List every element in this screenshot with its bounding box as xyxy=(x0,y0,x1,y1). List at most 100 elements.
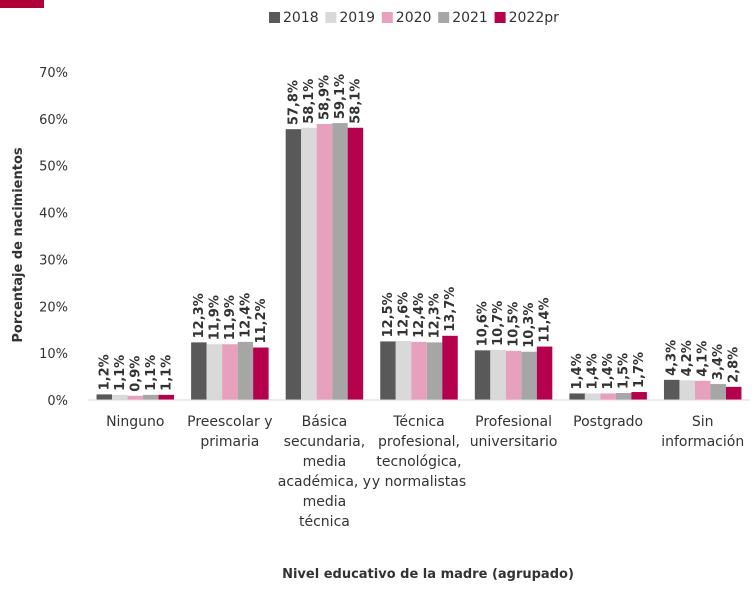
legend-item: 2019 xyxy=(325,10,375,26)
bar-value-label: 13,7% xyxy=(443,287,458,332)
y-tick-label: 40% xyxy=(39,207,68,222)
y-tick-label: 50% xyxy=(39,160,68,175)
bar xyxy=(584,393,601,400)
bar-value-label: 1,1% xyxy=(159,355,174,391)
bar xyxy=(411,341,427,400)
legend-item: 2018 xyxy=(269,10,319,26)
bar xyxy=(127,395,144,400)
bar xyxy=(679,380,695,400)
bar-value-label: 0,9% xyxy=(128,356,143,392)
y-tick-label: 30% xyxy=(39,253,68,268)
bar-value-label: 58,9% xyxy=(317,75,332,120)
bar-value-label: 12,6% xyxy=(397,292,412,337)
bar xyxy=(380,341,396,400)
bar-value-label: 12,3% xyxy=(192,293,207,338)
bar xyxy=(490,349,506,400)
bar-value-label: 2,8% xyxy=(727,347,742,383)
bar-value-label: 1,2% xyxy=(97,354,112,390)
x-tick-label: Básica secundaria, media académica, y media t… xyxy=(278,414,371,530)
bar xyxy=(158,394,175,400)
bar-value-label: 12,5% xyxy=(381,292,396,337)
bar-value-label: 4,1% xyxy=(696,341,711,377)
bar xyxy=(426,342,443,400)
legend-label: 2019 xyxy=(339,10,375,26)
bar xyxy=(710,384,726,400)
bar-value-label: 4,3% xyxy=(665,340,680,376)
corner-accent-bar xyxy=(0,0,44,8)
bar xyxy=(191,342,207,400)
bar xyxy=(301,127,317,400)
y-tick-label: 60% xyxy=(39,113,68,128)
bar xyxy=(285,129,302,400)
bar xyxy=(395,340,412,400)
x-tick-label: Profesional universitario xyxy=(470,414,558,450)
legend-label: 2020 xyxy=(396,10,432,26)
bar xyxy=(112,394,128,400)
bar xyxy=(253,347,269,400)
bar xyxy=(505,350,522,400)
y-tick-label: 70% xyxy=(39,66,68,81)
y-tick-label: 20% xyxy=(39,300,68,315)
bar xyxy=(615,392,632,400)
bar-value-label: 1,4% xyxy=(586,353,601,389)
bar-value-label: 11,4% xyxy=(538,297,553,342)
x-tick-label: Postgrado xyxy=(573,414,643,430)
bar xyxy=(474,350,491,400)
bar xyxy=(663,379,680,400)
bar-value-label: 58,1% xyxy=(302,79,317,124)
legend-item: 2020 xyxy=(381,10,432,26)
legend-item: 2021 xyxy=(438,10,488,26)
bar xyxy=(96,394,113,400)
legend-label: 2018 xyxy=(283,10,319,26)
x-tick-label: Ninguno xyxy=(106,414,164,430)
bar xyxy=(442,335,458,400)
bar xyxy=(332,123,348,401)
legend-swatch xyxy=(325,12,337,23)
bar-value-label: 10,6% xyxy=(476,301,491,346)
legend-swatch xyxy=(494,12,506,23)
legend-swatch xyxy=(381,12,393,23)
bar-value-label: 12,4% xyxy=(238,293,253,338)
x-tick-label: Sin información xyxy=(661,414,744,450)
legend: 2018 2019 2020 2021 2022pr xyxy=(269,10,559,26)
bar-value-label: 1,7% xyxy=(632,352,647,388)
bar xyxy=(521,351,537,400)
y-tick-label: 10% xyxy=(39,347,68,362)
x-tick-label: Técnica profesional, tecnológica, y normali… xyxy=(372,414,466,490)
legend-swatch xyxy=(438,12,450,23)
bar xyxy=(143,394,159,400)
value-labels: 1,2% 1,1% 0,9% 1,1% 1,1%12,3% 11,9% 11,9% 12,4%… xyxy=(97,74,741,392)
bar xyxy=(222,344,238,400)
bar xyxy=(631,392,647,400)
bar-value-label: 4,2% xyxy=(680,340,695,376)
y-tick-label: 0% xyxy=(47,394,68,409)
bar xyxy=(600,393,616,400)
bar-value-label: 59,1% xyxy=(333,74,348,119)
bar xyxy=(694,380,711,400)
bar-value-label: 11,9% xyxy=(223,295,238,340)
bar xyxy=(725,386,742,400)
bar xyxy=(237,341,254,400)
legend-item: 2022pr xyxy=(494,10,559,26)
bar-value-label: 57,8% xyxy=(286,80,301,125)
bar-value-label: 1,4% xyxy=(570,353,585,389)
bar-value-label: 3,4% xyxy=(711,344,726,380)
x-axis-title: Nivel educativo de la madre (agrupado) xyxy=(282,567,574,582)
bar-value-label: 11,9% xyxy=(207,295,222,340)
x-tick-label: Preescolar y primaria xyxy=(187,414,272,450)
bar-value-label: 12,3% xyxy=(428,293,443,338)
bar-value-label: 11,2% xyxy=(254,298,269,343)
legend-label: 2021 xyxy=(452,10,488,26)
bar xyxy=(536,346,553,400)
bar xyxy=(316,124,333,401)
bar-value-label: 10,5% xyxy=(507,302,522,347)
bar-value-label: 12,4% xyxy=(412,293,427,338)
bar xyxy=(569,393,585,400)
bar xyxy=(206,344,223,400)
legend-swatch xyxy=(269,12,280,23)
bar-value-label: 1,1% xyxy=(144,355,159,391)
bar-value-label: 1,5% xyxy=(617,353,632,389)
bar-value-label: 1,4% xyxy=(601,353,616,389)
